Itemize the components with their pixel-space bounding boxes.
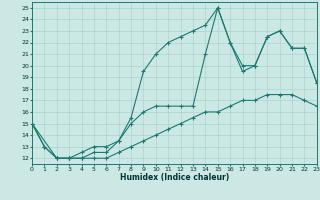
X-axis label: Humidex (Indice chaleur): Humidex (Indice chaleur) [120, 173, 229, 182]
